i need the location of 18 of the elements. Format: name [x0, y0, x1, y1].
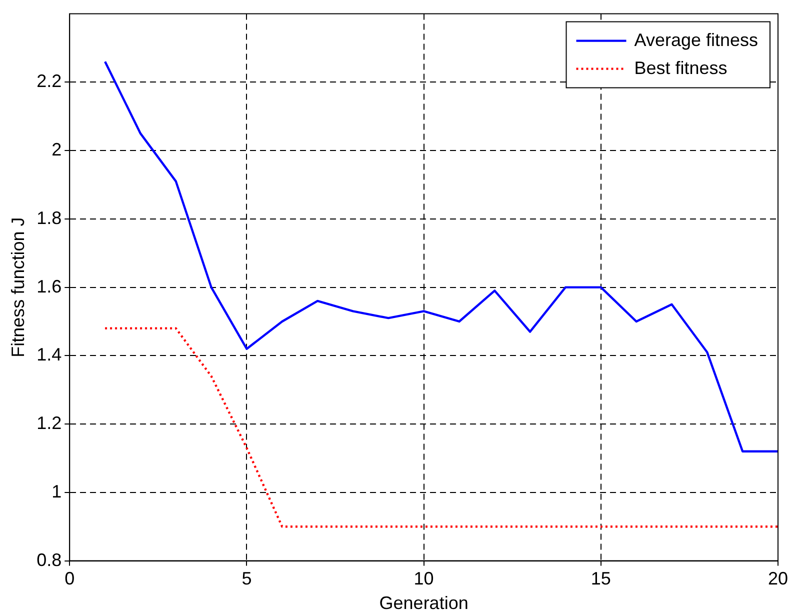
x-axis-title: Generation: [379, 593, 468, 614]
x-tick-label: 20: [768, 568, 788, 589]
y-tick-label: 1.8: [36, 208, 62, 228]
y-tick-label: 2: [52, 140, 62, 160]
line-series: [104, 327, 778, 528]
y-tick-label: 1: [52, 481, 62, 502]
x-tick-label: 10: [414, 568, 434, 589]
y-tick-label: 0.8: [36, 550, 62, 570]
x-tick-label: 15: [590, 568, 611, 589]
legend-label: Average fitness: [634, 30, 758, 50]
legend-label: Best fitness: [634, 58, 728, 78]
y-tick-label: 1.2: [36, 413, 62, 434]
y-tick-label: 1.4: [36, 344, 62, 365]
x-tick-label: 5: [242, 568, 252, 589]
y-tick-label: 2.2: [36, 71, 62, 92]
y-axis-title: Fitness function J: [8, 217, 28, 358]
y-tick-label: 1.6: [36, 276, 62, 296]
x-tick-label: 0: [64, 568, 75, 589]
